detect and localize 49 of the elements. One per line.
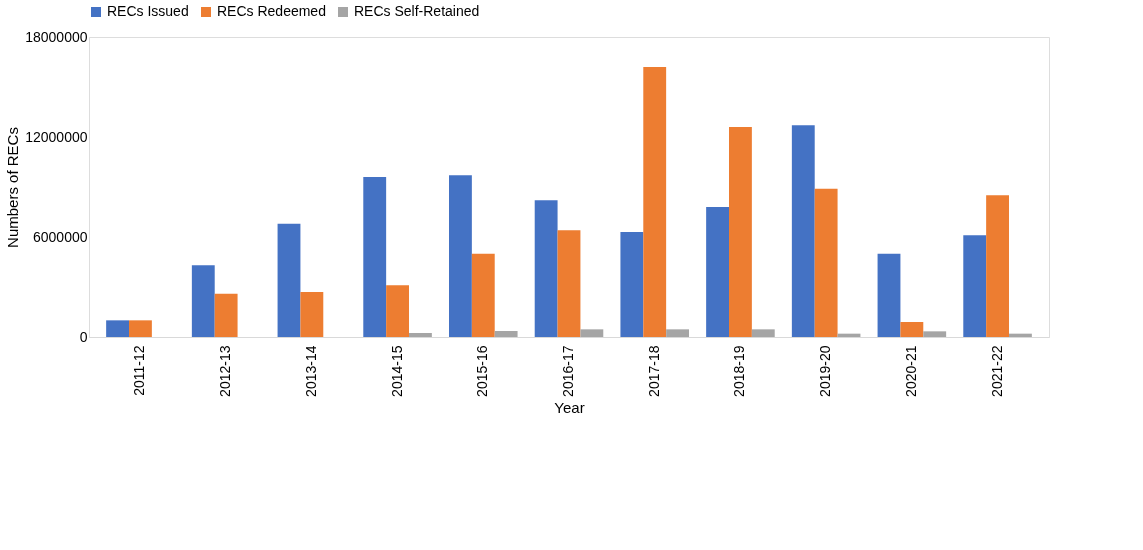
bar (580, 329, 604, 337)
bar (386, 285, 409, 337)
bar (814, 188, 838, 337)
x-tick-label: 2013-14 (302, 345, 319, 397)
legend-label: RECs Self-Retained (354, 3, 480, 19)
bar (986, 195, 1009, 337)
bar (620, 232, 644, 337)
bar (877, 253, 901, 337)
bar (963, 235, 987, 337)
legend-label: RECs Redeemed (217, 3, 326, 19)
bar (534, 200, 558, 337)
bar (494, 331, 518, 337)
x-tick-label: 2018-19 (731, 345, 748, 397)
bar (751, 329, 775, 337)
bar (106, 320, 129, 337)
x-tick-label: 2021-22 (988, 345, 1005, 397)
bar (277, 223, 301, 337)
bar (666, 329, 689, 337)
y-tick-label: 0 (79, 328, 88, 345)
y-tick-label: 18000000 (25, 28, 88, 45)
x-tick-label: 2019-20 (817, 345, 834, 397)
bar (729, 127, 752, 337)
x-axis-title: Year (554, 398, 585, 416)
bar (1009, 333, 1032, 337)
bar (129, 320, 152, 337)
x-tick-label: 2011-12 (131, 345, 148, 396)
bar (923, 331, 947, 337)
legend-label: RECs Issued (107, 3, 189, 19)
y-tick-label: 6000000 (32, 228, 88, 245)
bar (471, 253, 495, 337)
bar (449, 175, 472, 337)
x-tick-label: 2020-21 (902, 345, 919, 397)
bar (643, 67, 667, 337)
bar (409, 333, 432, 337)
bar (557, 230, 581, 337)
bar (191, 265, 215, 337)
x-tick-label: 2017-18 (645, 345, 662, 397)
x-tick-label: 2014-15 (388, 345, 405, 397)
x-tick-label: 2016-17 (560, 345, 576, 397)
bar (300, 292, 324, 337)
bar (706, 207, 729, 337)
x-tick-label: 2015-16 (474, 345, 491, 397)
bar (900, 322, 924, 337)
bar (791, 125, 815, 337)
y-tick-label: 12000000 (25, 128, 88, 145)
bar (214, 293, 238, 337)
bar (363, 177, 387, 337)
x-tick-label: 2012-13 (217, 345, 234, 397)
y-axis-title: Numbers of RECs (4, 127, 22, 248)
